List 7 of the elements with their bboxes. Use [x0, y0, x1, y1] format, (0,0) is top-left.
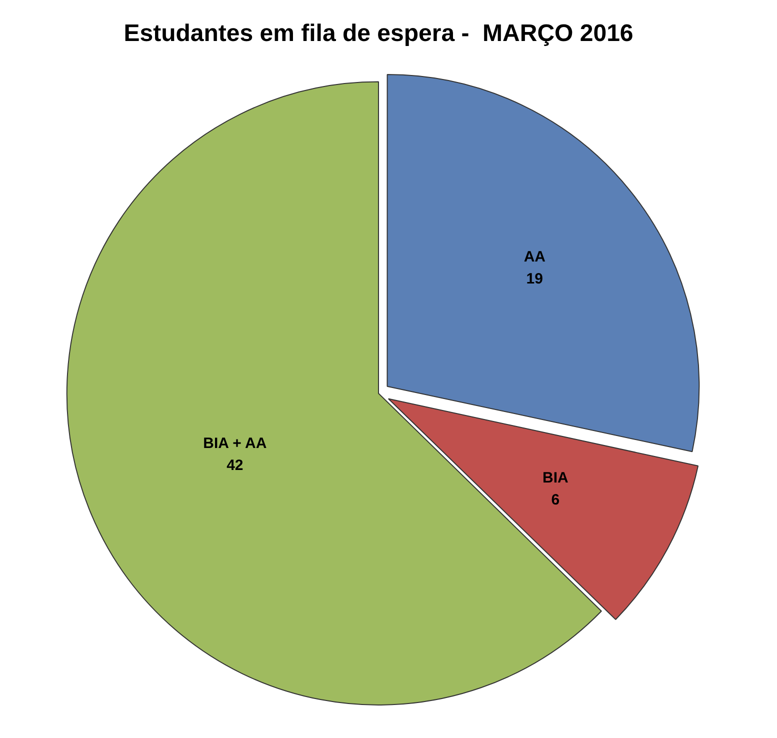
slice-label: BIA [542, 469, 569, 486]
slice-label: BIA + AA [203, 435, 267, 452]
data-label: 42 [226, 457, 244, 474]
chart-title: Estudantes em fila de espera - MARÇO 2016 [124, 20, 634, 48]
data-label: 6 [551, 491, 560, 508]
data-label: 19 [526, 270, 543, 288]
slice-label: AA [524, 248, 546, 266]
